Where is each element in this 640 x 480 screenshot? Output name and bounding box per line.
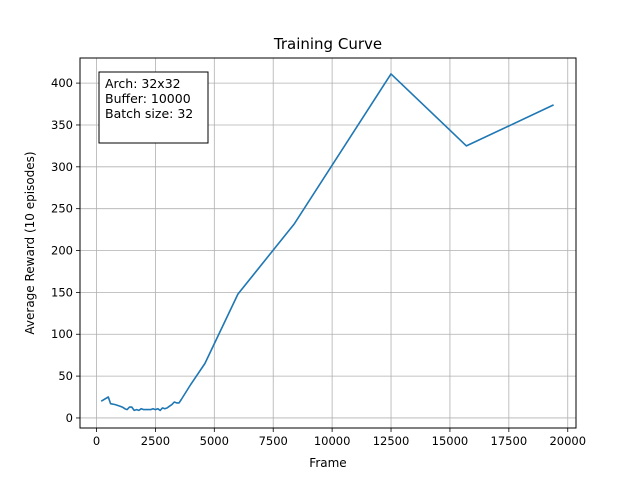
y-tick-label: 50: [58, 369, 73, 383]
x-tick-label: 12500: [373, 434, 410, 448]
y-tick-label: 300: [51, 160, 73, 174]
x-tick-label: 20000: [549, 434, 586, 448]
y-tick-label: 350: [51, 118, 73, 132]
annotation-box: Arch: 32x32 Buffer: 10000 Batch size: 32: [98, 71, 209, 144]
data-line-layer: [100, 73, 554, 412]
x-tick-label: 7500: [259, 434, 288, 448]
x-tick-label: 0: [93, 434, 100, 448]
y-axis-label: Average Reward (10 episodes): [23, 151, 37, 334]
x-tick-label: 17500: [491, 434, 528, 448]
x-tick-label: 15000: [432, 434, 469, 448]
grid: [80, 58, 576, 428]
y-tick-label: 200: [51, 244, 73, 258]
annotation-line-buffer: Buffer: 10000: [105, 91, 191, 106]
y-tick-label: 400: [51, 76, 73, 90]
annotation-frame: [98, 71, 209, 144]
y-tick-label: 0: [66, 411, 73, 425]
annotation-line-batch: Batch size: 32: [105, 106, 193, 121]
ticks: 0 2500 5000 7500 10000 12500 15000 17500 20000 0 5…: [51, 76, 586, 448]
x-tick-label: 2500: [141, 434, 170, 448]
x-tick-label: 10000: [314, 434, 351, 448]
y-tick-label: 150: [51, 285, 73, 299]
chart-title: Training Curve: [273, 35, 382, 53]
axes-frame: [79, 57, 577, 429]
x-tick-label: 5000: [200, 434, 229, 448]
annotation-line-arch: Arch: 32x32: [105, 76, 181, 91]
y-tick-label: 100: [51, 327, 73, 341]
y-tick-label: 250: [51, 202, 73, 216]
x-axis-label: Frame: [309, 456, 346, 470]
series-line-0: [100, 73, 554, 412]
